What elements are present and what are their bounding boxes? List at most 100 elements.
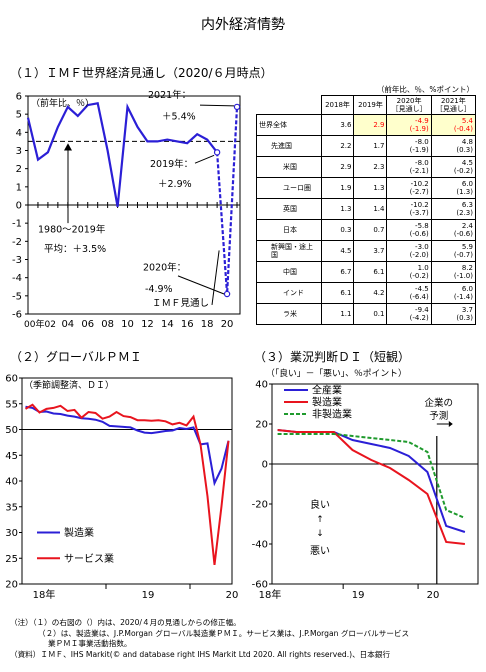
y2021-value: ＋5.4% [162, 112, 196, 123]
v2020: -10.2 (-2.7) [386, 177, 432, 199]
cell-value: (-0.2) [453, 167, 473, 175]
y-tick-label: 20 [5, 580, 18, 591]
unit-label: （「良い」－「悪い」、％ポイント） [266, 367, 407, 379]
y2019-value: ＋2.9% [158, 179, 192, 190]
cell-value: (-2.0) [409, 251, 429, 259]
y-tick-label: -1 [12, 219, 22, 230]
y-tick-label: 40 [5, 477, 18, 488]
y-tick-label: 35 [5, 502, 18, 513]
cell-value: 3.7 [373, 247, 385, 255]
cell-value: 4.5 [461, 159, 473, 167]
y-tick-label: 5 [16, 110, 22, 121]
section2-title: （２）グローバルＰＭＩ [10, 350, 142, 364]
cell-value: 0.3 [340, 226, 352, 234]
plot-frame [271, 383, 479, 585]
v2019: 4.2 [353, 282, 388, 304]
axis-hint-bad: 悪い [310, 545, 330, 557]
unit-label: （前年比、％） [31, 97, 94, 109]
cell-value: 3.6 [340, 121, 352, 129]
cell-value: 4.8 [461, 138, 473, 146]
imf-table-row: 新興国・途上国 4.5 3.7 -3.0 (-2.0) 5.9 (-0.7) [256, 240, 477, 262]
cell-value: (-0.6) [409, 230, 429, 238]
v2021: 8.2 (-1.0) [430, 261, 477, 283]
cell-value: 8.2 [461, 264, 473, 272]
imf-table-row: 日本 0.3 0.7 -5.8 (-0.6) 2.4 (-0.6) [256, 219, 477, 241]
x-tick-label: 10 [121, 319, 134, 330]
v2019: 2.9 [353, 114, 388, 136]
growth-line [26, 102, 218, 207]
y2021-label: 2021年： [148, 89, 191, 101]
v2020: -10.2 (-3.7) [386, 198, 432, 220]
cell-value: (-1.9) [409, 146, 429, 154]
imf-table-row: 世界全体 3.6 2.9 -4.9 (-1.9) 5.4 (-0.4) [256, 114, 477, 136]
cell-value: (-0.2) [409, 272, 429, 280]
x-tick-label: 19 [142, 590, 155, 601]
di-series-line [277, 429, 466, 545]
pmi-series-line [24, 403, 230, 566]
y-tick-label: 0 [16, 201, 22, 212]
x-tick-label: 18年 [259, 588, 282, 601]
cell-value: 6.0 [461, 285, 473, 293]
cell-value: -10.2 [410, 180, 429, 188]
imf-table-row: インド 6.1 4.2 -4.5 (-6.4) 6.0 (-1.4) [256, 282, 477, 304]
v2018: 1.1 [320, 303, 355, 325]
di-series-line [277, 433, 466, 519]
cell-value: 4.2 [373, 289, 385, 297]
row-label: 世界全体 [256, 114, 322, 136]
page-title: 内外経済情勢 [201, 17, 285, 33]
cell-value: -4.9 [415, 117, 429, 125]
legend-label: 非製造業 [312, 408, 352, 421]
x-tick-label: 06 [81, 319, 94, 330]
cell-value: (2.3) [456, 209, 473, 217]
cell-value: 1.9 [340, 184, 352, 192]
note-4: （資料）ＩＭＦ、IHS Markit(© and database right … [10, 649, 391, 659]
y-tick-label: -40 [252, 540, 268, 551]
cell-value: 1.1 [340, 310, 352, 318]
v2020: -4.5 (-6.4) [386, 282, 432, 304]
x-tick-label: 19 [352, 590, 365, 601]
v2020: -9.4 (-4.2) [386, 303, 432, 325]
imf-table: 2018年 2019年 2020年 ［見通し］ 2021年 ［見通し］ 世界全体 3.… [256, 95, 477, 325]
cell-value: -8.0 [415, 138, 429, 146]
v2021: 5.9 (-0.7) [430, 240, 477, 262]
y-tick-label: -6 [12, 310, 22, 321]
imf-table-row: 英国 1.3 1.4 -10.2 (-3.7) 6.3 (2.3) [256, 198, 477, 220]
notes: （注）（１）の右図の（）内は、2020/４月の見通しからの修正幅。 （２）は、製… [10, 618, 480, 660]
cell-value: 6.1 [340, 289, 352, 297]
row-label: 中国 [256, 261, 322, 283]
cell-value: (-4.2) [409, 314, 429, 322]
row-label: 先進国 [256, 135, 322, 157]
x-tick-label: 08 [101, 319, 114, 330]
cell-value: 1.4 [373, 205, 385, 213]
legend-label: サービス業 [64, 552, 114, 565]
x-tick-label: 18年 [33, 588, 56, 601]
global-pmi-chart: 20 25 30 35 40 45 50 55 60 18年 19 20 （季節調整済、ＤＩ） 製造業サー… [5, 374, 239, 602]
v2021: 4.8 (0.3) [430, 135, 477, 157]
v2021: 4.5 (-0.2) [430, 156, 477, 178]
x-tick-label: 20 [226, 590, 239, 601]
cell-value: (-0.7) [453, 251, 473, 259]
cell-value: 1.7 [373, 142, 385, 150]
imf-table-row: ラ米 1.1 0.1 -9.4 (-4.2) 3.7 (0.3) [256, 303, 477, 325]
cell-value: 0.7 [373, 226, 385, 234]
y-tick-label: 6 [16, 92, 22, 103]
y-tick-label: 3 [16, 146, 22, 157]
col-2019: 2019年 [353, 95, 388, 115]
imf-pointer [211, 250, 220, 305]
y-tick-label: -5 [12, 291, 22, 302]
y-tick-label: 50 [5, 425, 18, 436]
x-tick-label: 20 [427, 590, 440, 601]
v2018: 1.9 [320, 177, 355, 199]
note-2: （２）は、製造業は、J.P.Morgan グローバル製造業ＰＭＩ。サービス業は、… [38, 628, 410, 638]
cell-value: -8.0 [415, 159, 429, 167]
y-tick-label: 0 [262, 460, 268, 471]
cell-value: 6.0 [461, 180, 473, 188]
v2019: 6.1 [353, 261, 388, 283]
avg-value: 平均：＋3.5% [44, 243, 106, 255]
v2019: 0.7 [353, 219, 388, 241]
x-tick-label: 18 [201, 319, 214, 330]
y2021-pointer [199, 104, 235, 107]
y-tick-label: 40 [255, 380, 268, 391]
y-tick-label: 1 [16, 182, 22, 193]
